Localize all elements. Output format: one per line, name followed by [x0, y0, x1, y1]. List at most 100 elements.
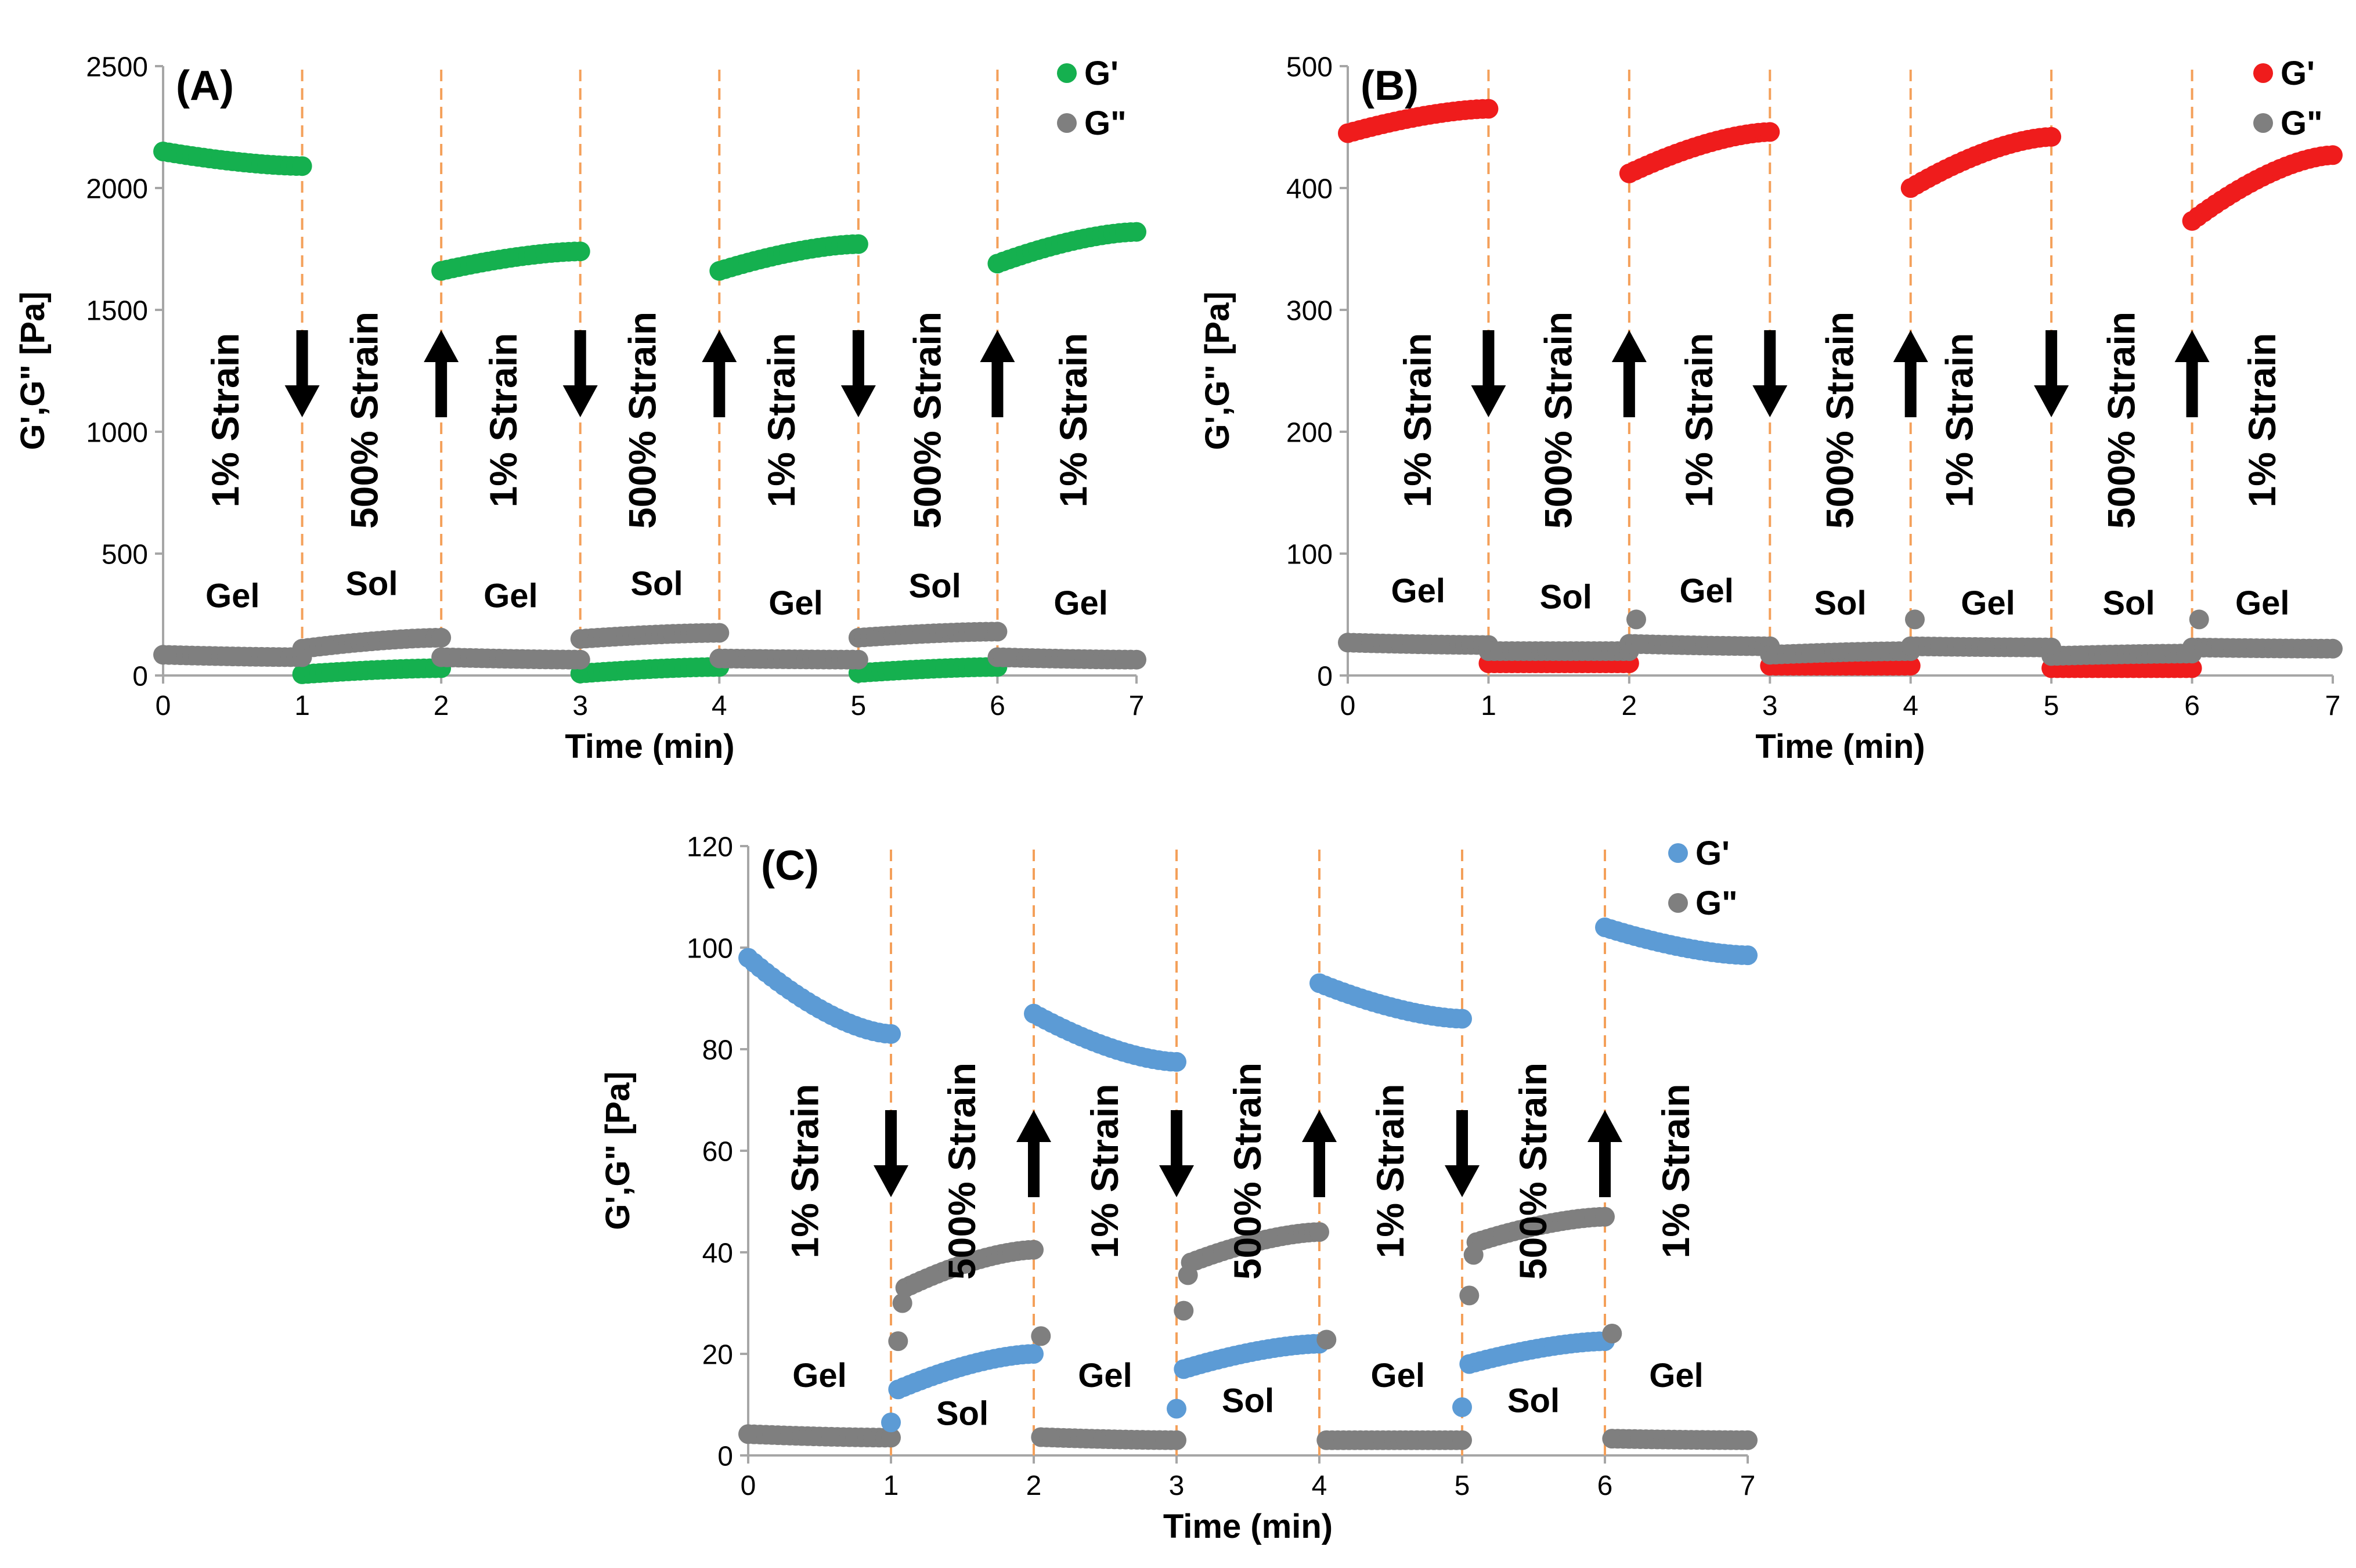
arrow-down-icon: [562, 330, 598, 417]
strain-label: 1% Strain: [760, 333, 803, 508]
arrow-shaft: [1599, 1139, 1611, 1197]
data-point: [2323, 638, 2343, 659]
x-axis-title: Time (min): [1755, 728, 1925, 765]
strain-label: 500% Strain: [940, 1063, 983, 1280]
x-tick-label: 0: [156, 691, 171, 721]
legend-label: G": [1084, 104, 1127, 142]
legend-marker: [1668, 843, 1688, 863]
state-label: Gel: [792, 1357, 847, 1394]
y-tick-label: 300: [1286, 295, 1333, 326]
data-point: [1904, 609, 1925, 630]
arrow-shaft: [852, 330, 864, 388]
x-tick-label: 2: [1026, 1471, 1042, 1501]
data-point: [1760, 122, 1780, 142]
y-tick-label: 200: [1286, 417, 1333, 448]
x-tick-label: 6: [1597, 1471, 1613, 1501]
arrow-head: [1587, 1110, 1622, 1142]
x-tick-label: 2: [434, 691, 449, 721]
arrow-head: [702, 330, 737, 362]
state-label: Sol: [936, 1395, 988, 1433]
arrow-up-icon: [1302, 1110, 1337, 1197]
state-label: Gel: [1371, 1357, 1426, 1394]
arrow-down-icon: [2034, 330, 2069, 417]
x-tick-label: 2: [1622, 691, 1637, 721]
data-point: [1478, 99, 1499, 119]
x-axis-title: Time (min): [1163, 1508, 1333, 1545]
y-tick-label: 40: [702, 1238, 733, 1269]
arrow-down-icon: [840, 330, 876, 417]
x-tick-label: 1: [1481, 691, 1496, 721]
arrow-head: [874, 1165, 908, 1197]
data-point: [1178, 1265, 1198, 1285]
x-axis-title: Time (min): [565, 728, 734, 765]
arrow-shaft: [296, 330, 308, 388]
data-point: [1167, 1052, 1186, 1072]
y-tick-label: 0: [1317, 661, 1333, 692]
state-label: Sol: [345, 565, 398, 602]
state-label: Sol: [1507, 1382, 1560, 1420]
y-tick-label: 80: [702, 1035, 733, 1065]
data-point: [709, 623, 730, 643]
data-point: [1316, 1329, 1337, 1350]
data-point: [1463, 1245, 1484, 1265]
strain-label: 500% Strain: [342, 312, 385, 529]
series-layer: [738, 917, 1758, 1450]
y-tick-label: 100: [1286, 539, 1333, 570]
strain-label: 1% Strain: [204, 333, 247, 508]
series-loss-modulus: [1338, 633, 2343, 666]
data-point: [1167, 1399, 1186, 1419]
state-label: Gel: [1961, 584, 2015, 622]
strain-label: 1% Strain: [1938, 333, 1981, 508]
x-tick-label: 1: [294, 691, 310, 721]
x-tick-label: 4: [1903, 691, 1918, 721]
data-point: [1309, 1222, 1329, 1242]
data-point: [881, 1428, 901, 1448]
y-tick-label: 0: [132, 661, 148, 692]
legend-marker: [2253, 63, 2273, 83]
arrow-shaft: [991, 359, 1004, 417]
state-label: Gel: [1078, 1357, 1132, 1394]
arrow-head: [980, 330, 1015, 362]
data-point: [2041, 127, 2062, 147]
y-axis-title: G',G" [Pa]: [599, 1071, 637, 1230]
data-point: [292, 156, 312, 176]
arrow-shaft: [1904, 359, 1917, 417]
arrow-up-icon: [2174, 330, 2210, 417]
legend-label: G': [1695, 834, 1730, 872]
arrow-head: [1302, 1110, 1337, 1142]
x-tick-label: 5: [2044, 691, 2059, 721]
data-point: [848, 649, 868, 670]
state-label: Sol: [909, 568, 961, 605]
x-tick-label: 7: [1129, 691, 1145, 721]
state-label: Gel: [1053, 584, 1108, 622]
arrow-shaft: [1482, 330, 1495, 388]
legend-label: G': [1084, 55, 1119, 92]
data-point: [1452, 1397, 1472, 1417]
x-tick-label: 5: [1455, 1471, 1470, 1501]
arrow-shaft: [574, 330, 586, 388]
y-tick-label: 20: [702, 1339, 733, 1370]
state-label: Sol: [1540, 579, 1592, 616]
y-tick-label: 0: [717, 1441, 733, 1472]
x-tick-label: 3: [572, 691, 588, 721]
series-loss-modulus: [153, 622, 1146, 670]
data-point: [1127, 222, 1146, 242]
x-tick-label: 6: [2184, 691, 2200, 721]
arrow-head: [2174, 330, 2210, 362]
data-point: [888, 1331, 908, 1352]
data-point: [431, 627, 452, 648]
arrow-shaft: [2186, 359, 2198, 417]
y-tick-label: 500: [102, 539, 148, 570]
arrow-shaft: [1171, 1110, 1182, 1168]
y-tick-label: 60: [702, 1136, 733, 1167]
arrow-head: [1471, 385, 1506, 417]
state-label: Sol: [1222, 1382, 1274, 1420]
strain-label: 500% Strain: [1819, 312, 1861, 529]
y-tick-label: 400: [1286, 174, 1333, 204]
arrow-head: [424, 330, 459, 362]
arrow-head: [284, 385, 320, 417]
state-label: Gel: [205, 577, 260, 615]
data-point: [987, 622, 1008, 642]
x-tick-label: 3: [1762, 691, 1778, 721]
series-loss-modulus: [738, 1206, 1758, 1450]
